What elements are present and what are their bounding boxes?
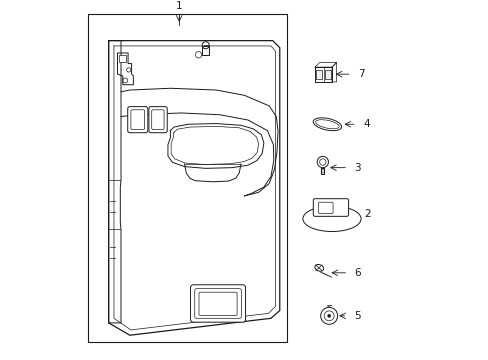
Ellipse shape (302, 206, 360, 231)
Text: 1: 1 (176, 1, 182, 11)
Text: 2: 2 (364, 208, 370, 219)
Bar (314, 67, 331, 82)
Bar (119, 55, 126, 62)
Text: 5: 5 (353, 311, 360, 321)
FancyBboxPatch shape (318, 202, 332, 213)
Text: 6: 6 (354, 268, 361, 278)
Ellipse shape (313, 118, 341, 131)
Text: 3: 3 (354, 163, 361, 173)
Bar (324, 69, 330, 80)
FancyBboxPatch shape (148, 107, 167, 133)
FancyBboxPatch shape (151, 110, 164, 130)
FancyBboxPatch shape (127, 107, 147, 133)
Text: 7: 7 (357, 69, 364, 79)
Bar (87, 14, 286, 342)
Circle shape (327, 314, 330, 317)
Bar (202, 46, 209, 55)
FancyBboxPatch shape (313, 199, 348, 216)
FancyBboxPatch shape (199, 292, 237, 315)
FancyBboxPatch shape (131, 110, 144, 130)
Ellipse shape (314, 265, 323, 271)
FancyBboxPatch shape (190, 285, 245, 322)
Bar (315, 69, 322, 80)
Text: 4: 4 (362, 119, 369, 129)
FancyBboxPatch shape (194, 289, 241, 318)
Ellipse shape (315, 120, 339, 129)
